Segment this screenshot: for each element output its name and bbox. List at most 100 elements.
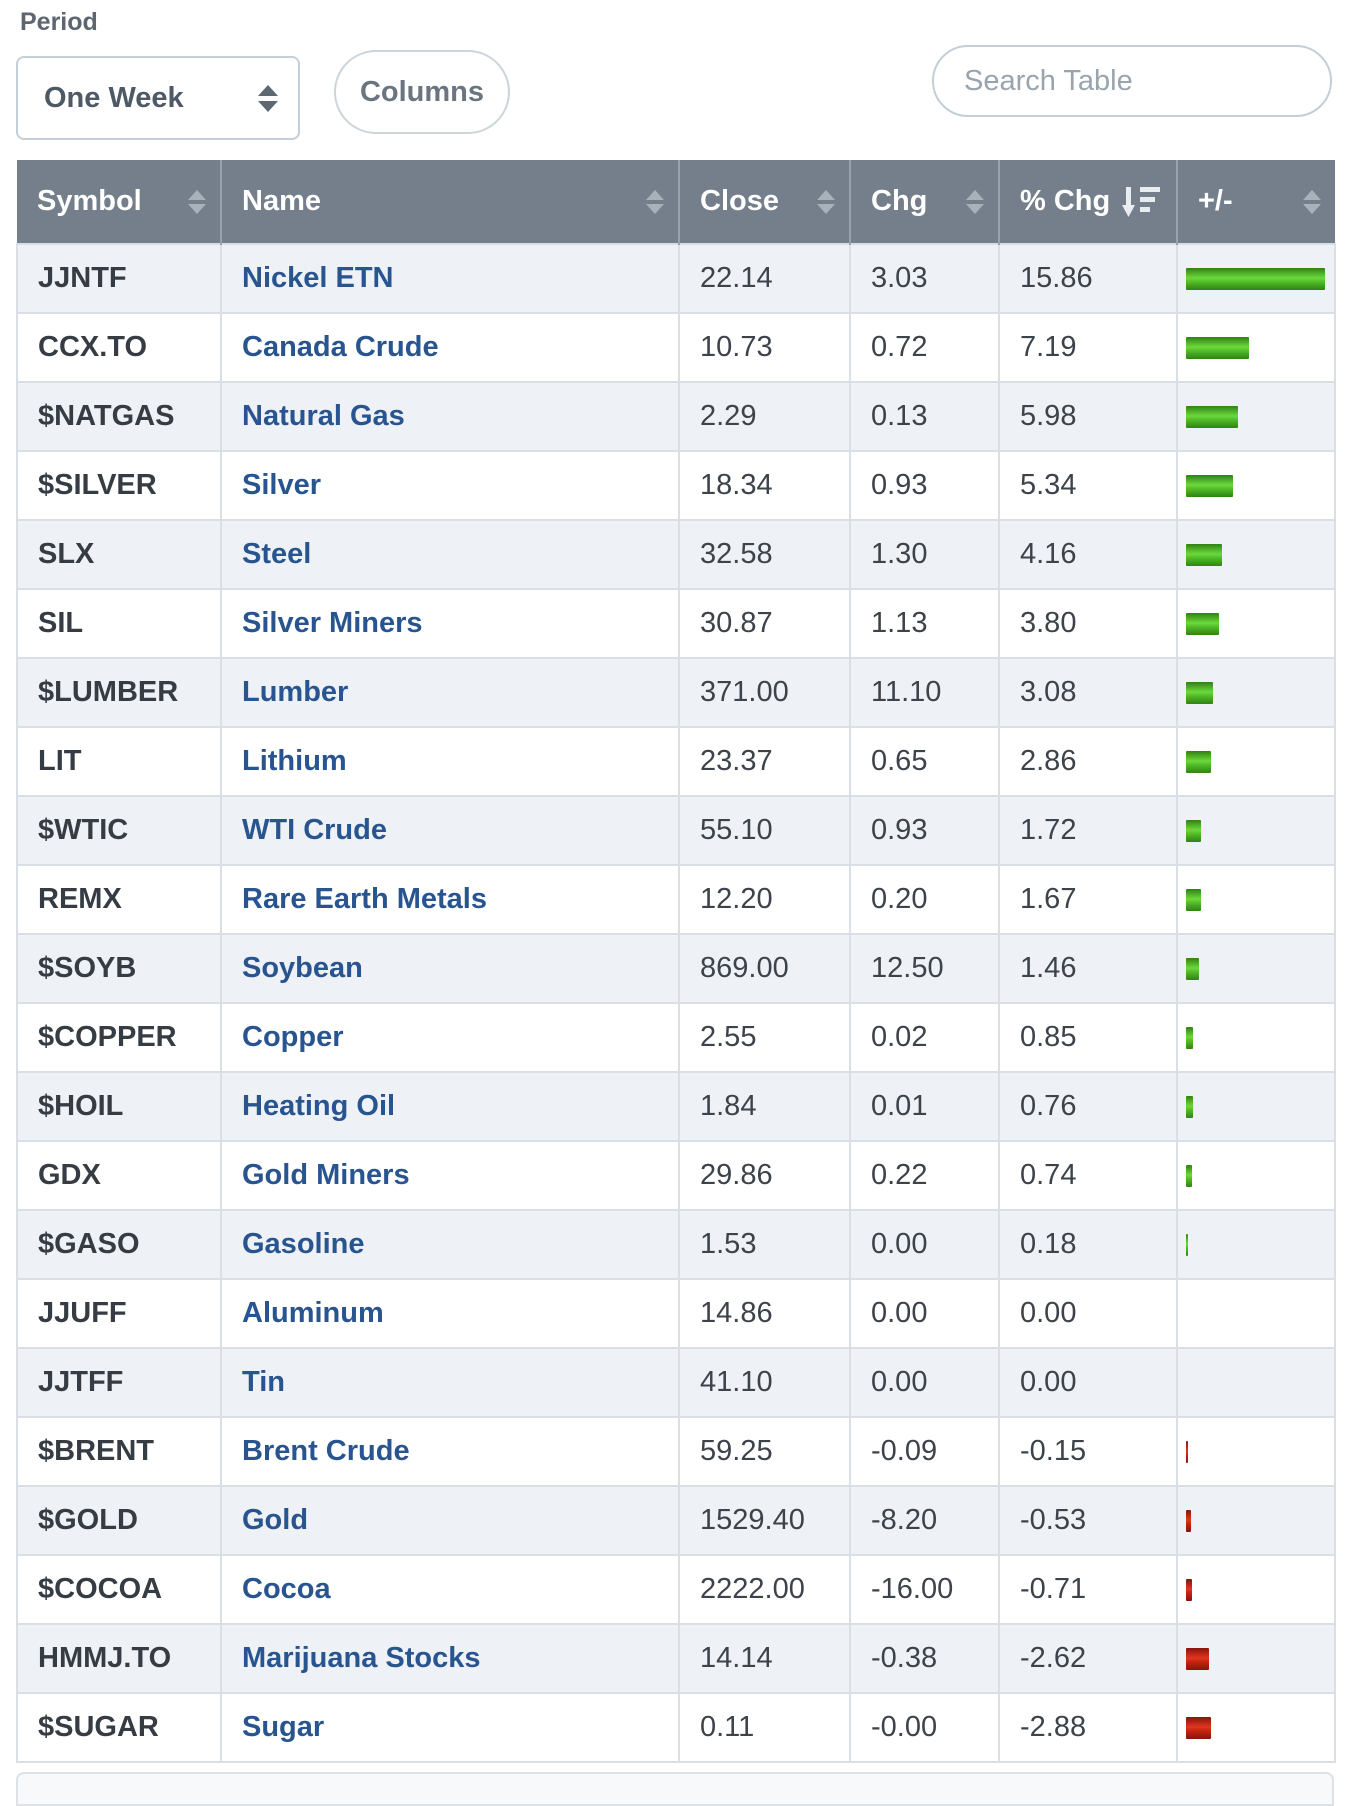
- name-link[interactable]: Gasoline: [242, 1228, 365, 1260]
- symbol-cell: JJUFF: [16, 1278, 222, 1349]
- change-bar-cell: [1176, 795, 1336, 866]
- positive-change-bar: [1186, 888, 1201, 911]
- name-cell: Lithium: [220, 726, 680, 797]
- table-row: CCX.TO Canada Crude 10.73 0.72 7.19: [16, 312, 1336, 383]
- name-link[interactable]: Brent Crude: [242, 1435, 410, 1467]
- change-bar-cell: [1176, 657, 1336, 728]
- name-link[interactable]: Canada Crude: [242, 331, 439, 363]
- change-bar-cell: [1176, 1623, 1336, 1694]
- commodities-table: Symbol Name Close Chg % Chg +/- JJNTF Nickel E…: [16, 160, 1336, 1763]
- period-label: Period: [20, 8, 98, 36]
- name-cell: WTI Crude: [220, 795, 680, 866]
- table-row: $NATGAS Natural Gas 2.29 0.13 5.98: [16, 381, 1336, 452]
- change-bar-cell: [1176, 1002, 1336, 1073]
- name-link[interactable]: Soybean: [242, 952, 363, 984]
- sort-toggle-icon: [188, 189, 206, 214]
- pct-chg-cell: 4.16: [998, 519, 1178, 590]
- close-cell: 23.37: [678, 726, 851, 797]
- symbol-cell: JJNTF: [16, 243, 222, 314]
- columns-button[interactable]: Columns: [334, 50, 510, 134]
- column-label-symbol: Symbol: [37, 185, 142, 217]
- close-cell: 29.86: [678, 1140, 851, 1211]
- column-label-pct_chg: % Chg: [1020, 185, 1111, 217]
- symbol-cell: LIT: [16, 726, 222, 797]
- column-header-pct_chg[interactable]: % Chg: [999, 160, 1178, 244]
- chg-cell: 3.03: [849, 243, 1000, 314]
- change-bar-cell: [1176, 243, 1336, 314]
- name-link[interactable]: Sugar: [242, 1711, 325, 1743]
- pct-chg-cell: 5.98: [998, 381, 1178, 452]
- table-row: $COPPER Copper 2.55 0.02 0.85: [16, 1002, 1336, 1073]
- name-link[interactable]: Copper: [242, 1021, 344, 1053]
- name-link[interactable]: Steel: [242, 538, 312, 570]
- name-link[interactable]: Marijuana Stocks: [242, 1642, 481, 1674]
- search-input[interactable]: [932, 45, 1332, 117]
- table-row: $WTIC WTI Crude 55.10 0.93 1.72: [16, 795, 1336, 866]
- table-row: $GOLD Gold 1529.40 -8.20 -0.53: [16, 1485, 1336, 1556]
- sort-desc-amount-icon: [1122, 185, 1162, 219]
- name-cell: Lumber: [220, 657, 680, 728]
- next-section-sliver: [16, 1772, 1334, 1806]
- name-cell: Gold: [220, 1485, 680, 1556]
- symbol-cell: $SOYB: [16, 933, 222, 1004]
- column-label-bar: +/-: [1198, 185, 1233, 217]
- name-cell: Rare Earth Metals: [220, 864, 680, 935]
- change-bar-cell: [1176, 1347, 1336, 1418]
- sort-toggle-icon: [1303, 189, 1321, 214]
- name-cell: Heating Oil: [220, 1071, 680, 1142]
- symbol-cell: $BRENT: [16, 1416, 222, 1487]
- pct-chg-cell: 1.72: [998, 795, 1178, 866]
- close-cell: 869.00: [678, 933, 851, 1004]
- column-header-bar[interactable]: +/-: [1177, 160, 1335, 244]
- name-link[interactable]: Lumber: [242, 676, 349, 708]
- sort-toggle-icon: [966, 189, 984, 214]
- chg-cell: 0.01: [849, 1071, 1000, 1142]
- close-cell: 2.55: [678, 1002, 851, 1073]
- close-cell: 18.34: [678, 450, 851, 521]
- name-link[interactable]: Nickel ETN: [242, 262, 394, 294]
- name-link[interactable]: Gold Miners: [242, 1159, 410, 1191]
- positive-change-bar: [1186, 1164, 1193, 1187]
- period-select-value: One Week: [44, 81, 184, 114]
- change-bar-cell: [1176, 588, 1336, 659]
- column-header-chg[interactable]: Chg: [850, 160, 1000, 244]
- symbol-cell: $HOIL: [16, 1071, 222, 1142]
- chg-cell: 0.13: [849, 381, 1000, 452]
- name-link[interactable]: Silver Miners: [242, 607, 423, 639]
- column-header-symbol[interactable]: Symbol: [17, 160, 222, 244]
- name-link[interactable]: Natural Gas: [242, 400, 405, 432]
- column-header-close[interactable]: Close: [679, 160, 851, 244]
- close-cell: 59.25: [678, 1416, 851, 1487]
- symbol-cell: $COPPER: [16, 1002, 222, 1073]
- table-row: $COCOA Cocoa 2222.00 -16.00 -0.71: [16, 1554, 1336, 1625]
- chg-cell: 12.50: [849, 933, 1000, 1004]
- column-header-name[interactable]: Name: [221, 160, 680, 244]
- table-row: $GASO Gasoline 1.53 0.00 0.18: [16, 1209, 1336, 1280]
- close-cell: 1529.40: [678, 1485, 851, 1556]
- chg-cell: 0.00: [849, 1209, 1000, 1280]
- sort-toggle-icon: [646, 189, 664, 214]
- name-link[interactable]: Lithium: [242, 745, 347, 777]
- negative-change-bar: [1186, 1716, 1212, 1739]
- name-link[interactable]: WTI Crude: [242, 814, 387, 846]
- table-row: JJNTF Nickel ETN 22.14 3.03 15.86: [16, 243, 1336, 314]
- chg-cell: -16.00: [849, 1554, 1000, 1625]
- close-cell: 10.73: [678, 312, 851, 383]
- name-link[interactable]: Aluminum: [242, 1297, 384, 1329]
- table-row: $HOIL Heating Oil 1.84 0.01 0.76: [16, 1071, 1336, 1142]
- name-link[interactable]: Silver: [242, 469, 321, 501]
- change-bar-cell: [1176, 1140, 1336, 1211]
- name-link[interactable]: Cocoa: [242, 1573, 331, 1605]
- name-link[interactable]: Heating Oil: [242, 1090, 396, 1122]
- symbol-cell: $LUMBER: [16, 657, 222, 728]
- close-cell: 22.14: [678, 243, 851, 314]
- name-cell: Soybean: [220, 933, 680, 1004]
- chg-cell: 1.13: [849, 588, 1000, 659]
- close-cell: 2.29: [678, 381, 851, 452]
- name-link[interactable]: Gold: [242, 1504, 309, 1536]
- chg-cell: -8.20: [849, 1485, 1000, 1556]
- period-select[interactable]: One Week: [16, 56, 300, 140]
- name-link[interactable]: Tin: [242, 1366, 285, 1398]
- name-link[interactable]: Rare Earth Metals: [242, 883, 487, 915]
- change-bar-cell: [1176, 312, 1336, 383]
